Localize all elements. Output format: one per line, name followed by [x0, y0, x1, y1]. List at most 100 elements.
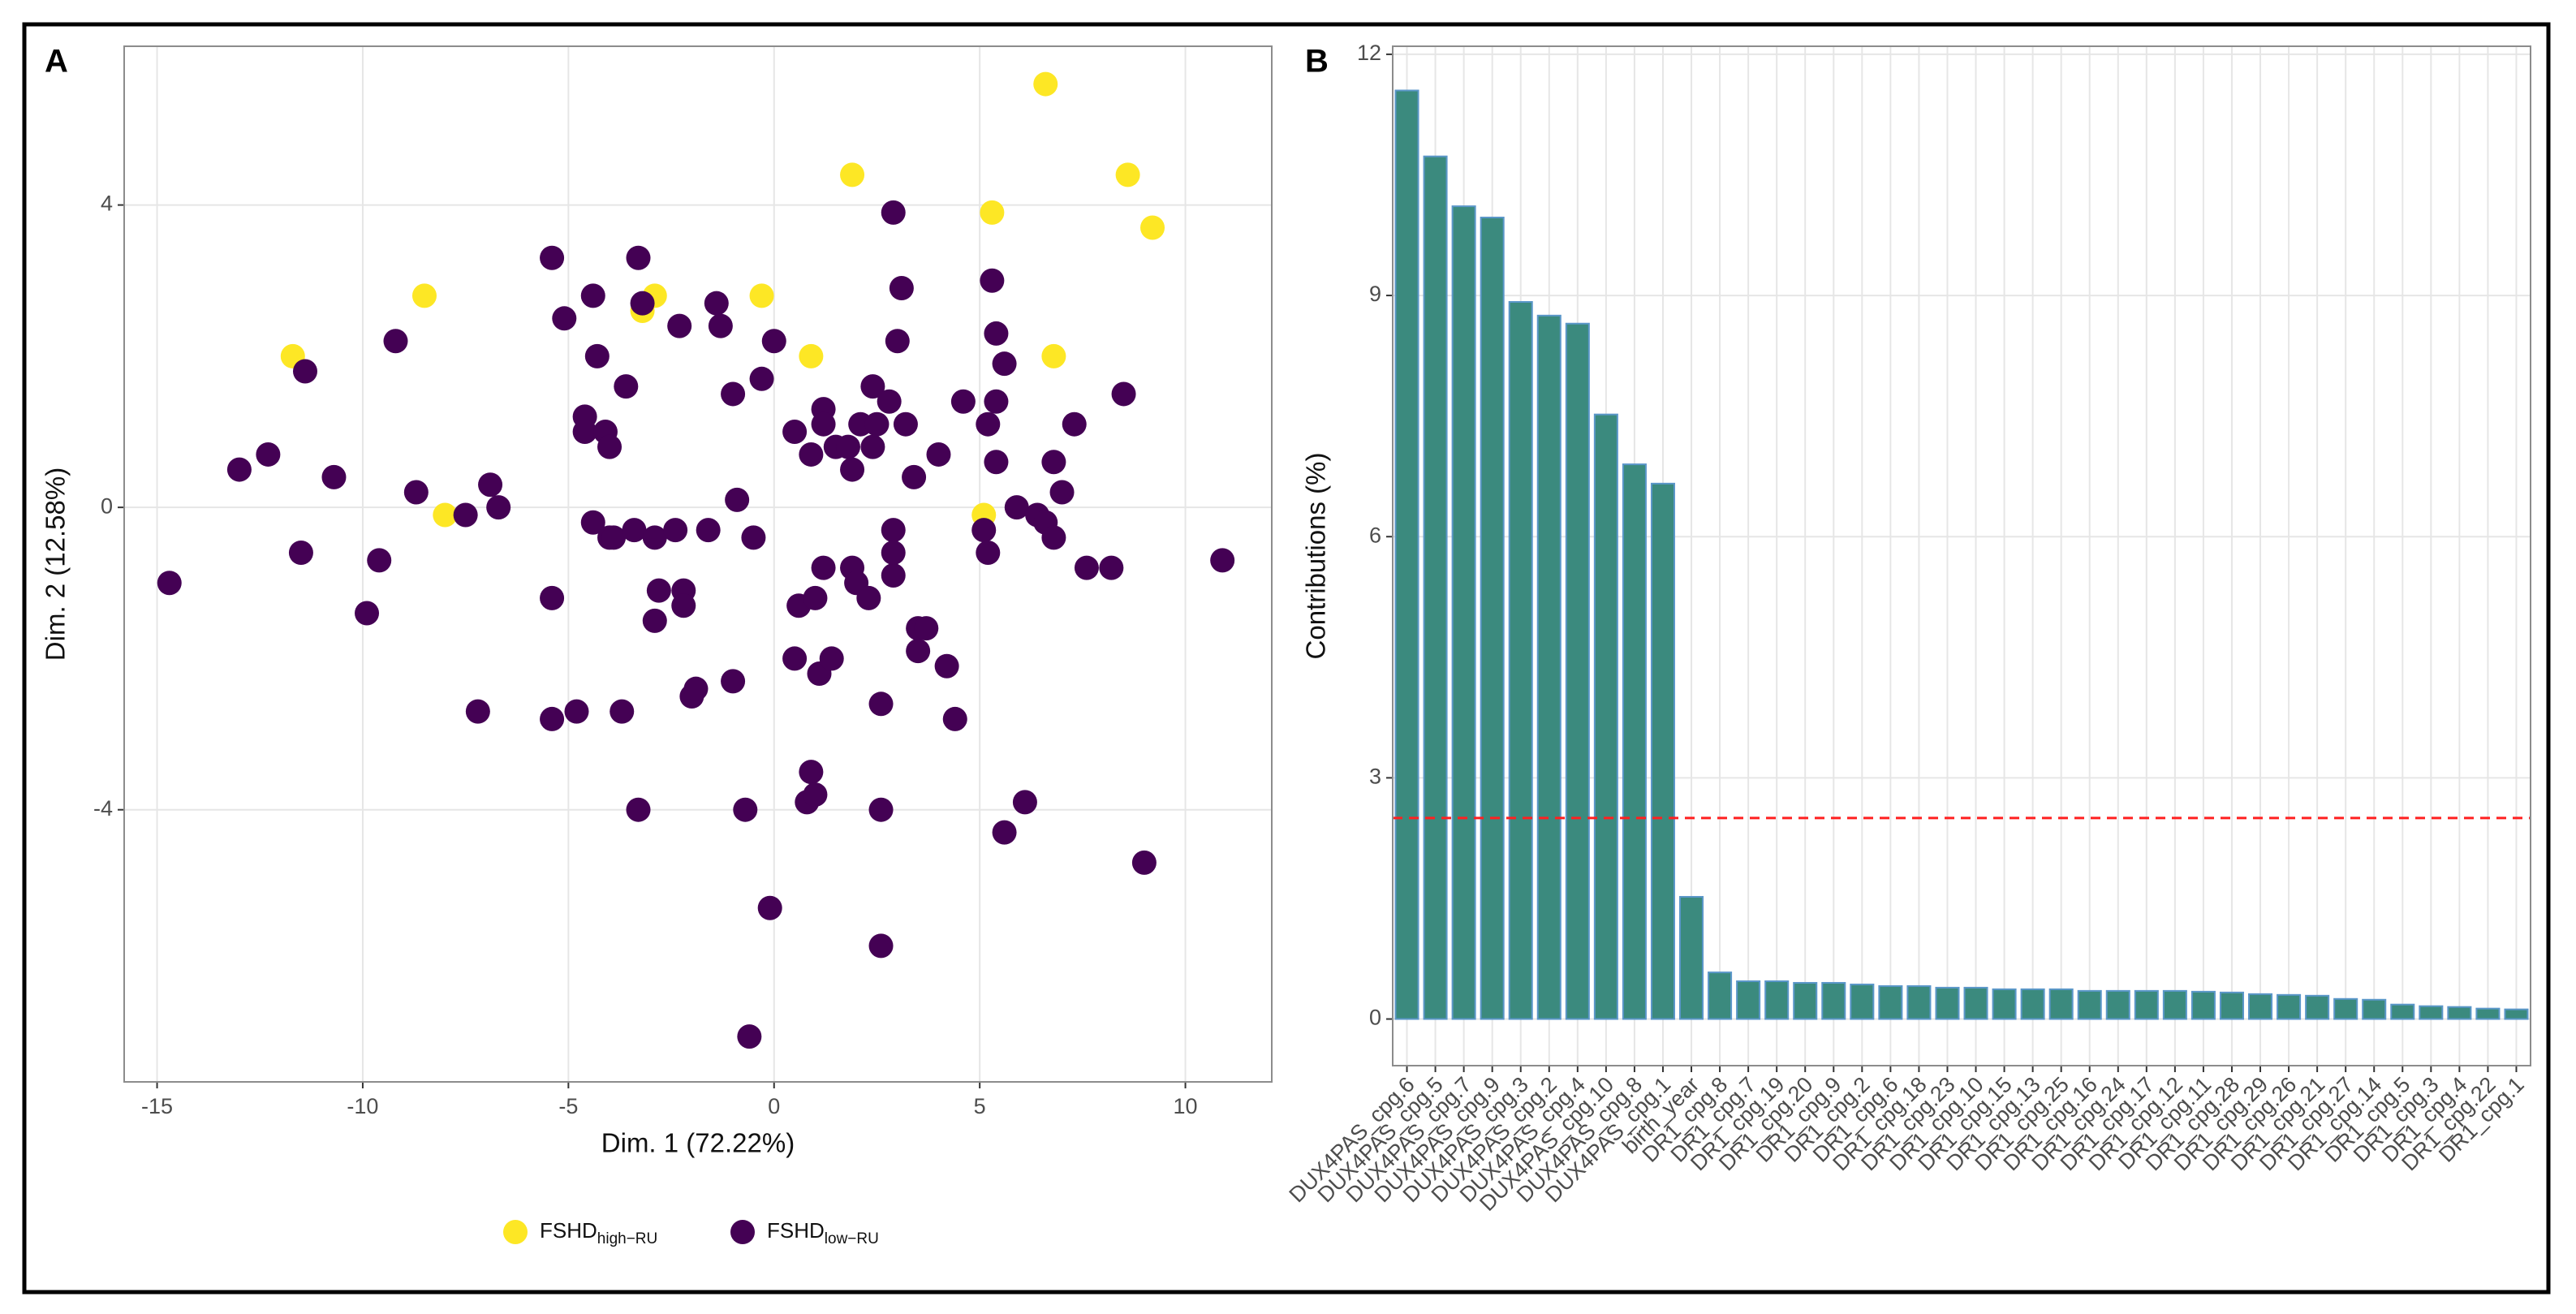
point [403, 480, 429, 505]
point [288, 541, 313, 566]
point [840, 162, 865, 187]
point [811, 555, 836, 580]
point [799, 760, 824, 785]
point [799, 343, 824, 368]
y-tick-label: 9 [1369, 282, 1381, 306]
bar [1565, 322, 1590, 1020]
point [749, 283, 774, 308]
point [226, 457, 252, 482]
point [950, 389, 976, 414]
point [411, 283, 437, 308]
point [614, 374, 639, 399]
figure-border [22, 22, 2551, 1295]
point [1140, 215, 1165, 240]
point [881, 518, 906, 543]
point [881, 541, 906, 566]
point [642, 525, 667, 550]
point [737, 1024, 762, 1049]
bar [2248, 993, 2273, 1020]
bar [2277, 993, 2302, 1020]
bar [2475, 1007, 2501, 1020]
y-tick-label: 6 [1369, 523, 1381, 547]
point [1062, 411, 1087, 437]
point [976, 541, 1001, 566]
point [889, 276, 914, 301]
point [868, 797, 894, 822]
point [902, 464, 927, 489]
bar [2362, 998, 2387, 1020]
bar [2077, 989, 2102, 1020]
y-tick-label: 0 [101, 493, 113, 518]
bar [2419, 1005, 2444, 1020]
point [811, 411, 836, 437]
point [840, 457, 865, 482]
panel-label: B [1305, 44, 1329, 80]
point [877, 389, 902, 414]
panel-label: A [45, 44, 68, 80]
plot-border [1392, 45, 2531, 1066]
point [835, 434, 860, 459]
plot-border [123, 45, 1273, 1083]
point [663, 518, 688, 543]
point [1115, 162, 1140, 187]
point [580, 283, 605, 308]
x-tick-label: -15 [141, 1094, 173, 1118]
bar [1935, 986, 1960, 1020]
point [1210, 548, 1235, 573]
bar [1764, 980, 1790, 1020]
point [926, 442, 951, 467]
legend-marker [503, 1220, 528, 1244]
point [601, 525, 627, 550]
point [1004, 495, 1029, 520]
point [885, 329, 910, 354]
point [355, 601, 380, 626]
point [1074, 555, 1099, 580]
point [733, 797, 758, 822]
x-tick-label: -10 [347, 1094, 378, 1118]
point [893, 411, 918, 437]
point [630, 291, 655, 316]
point [383, 329, 408, 354]
point [984, 321, 1009, 346]
point [749, 366, 774, 391]
point [757, 895, 782, 920]
bar [1480, 216, 1505, 1020]
point [1131, 850, 1157, 875]
bar [2105, 989, 2130, 1020]
point [433, 502, 458, 528]
bar [1992, 988, 2017, 1020]
bar [2190, 990, 2216, 1020]
bar [2447, 1006, 2472, 1020]
point [486, 495, 511, 520]
point [1099, 555, 1124, 580]
bar [2219, 991, 2244, 1020]
point [721, 381, 746, 407]
point [584, 343, 610, 368]
bar [1423, 155, 1448, 1020]
point [667, 313, 692, 338]
point [782, 420, 808, 445]
point [1041, 450, 1066, 475]
point [971, 518, 997, 543]
bar [1878, 984, 1903, 1020]
point [721, 669, 746, 694]
bar [1821, 981, 1846, 1020]
point [984, 389, 1009, 414]
point [1033, 71, 1058, 97]
point [540, 706, 565, 731]
legend-subscript: low−RU [825, 1230, 879, 1247]
point [761, 329, 786, 354]
bar [2162, 989, 2187, 1020]
bar [2048, 988, 2074, 1020]
point [552, 306, 577, 331]
point [292, 359, 317, 384]
point [626, 797, 651, 822]
point [1012, 790, 1037, 815]
point [992, 351, 1017, 377]
point [465, 699, 490, 724]
y-axis-title: Contributions (%) [1301, 453, 1331, 660]
point [1041, 343, 1066, 368]
legend-name: FSHD [540, 1218, 597, 1243]
point [572, 420, 597, 445]
